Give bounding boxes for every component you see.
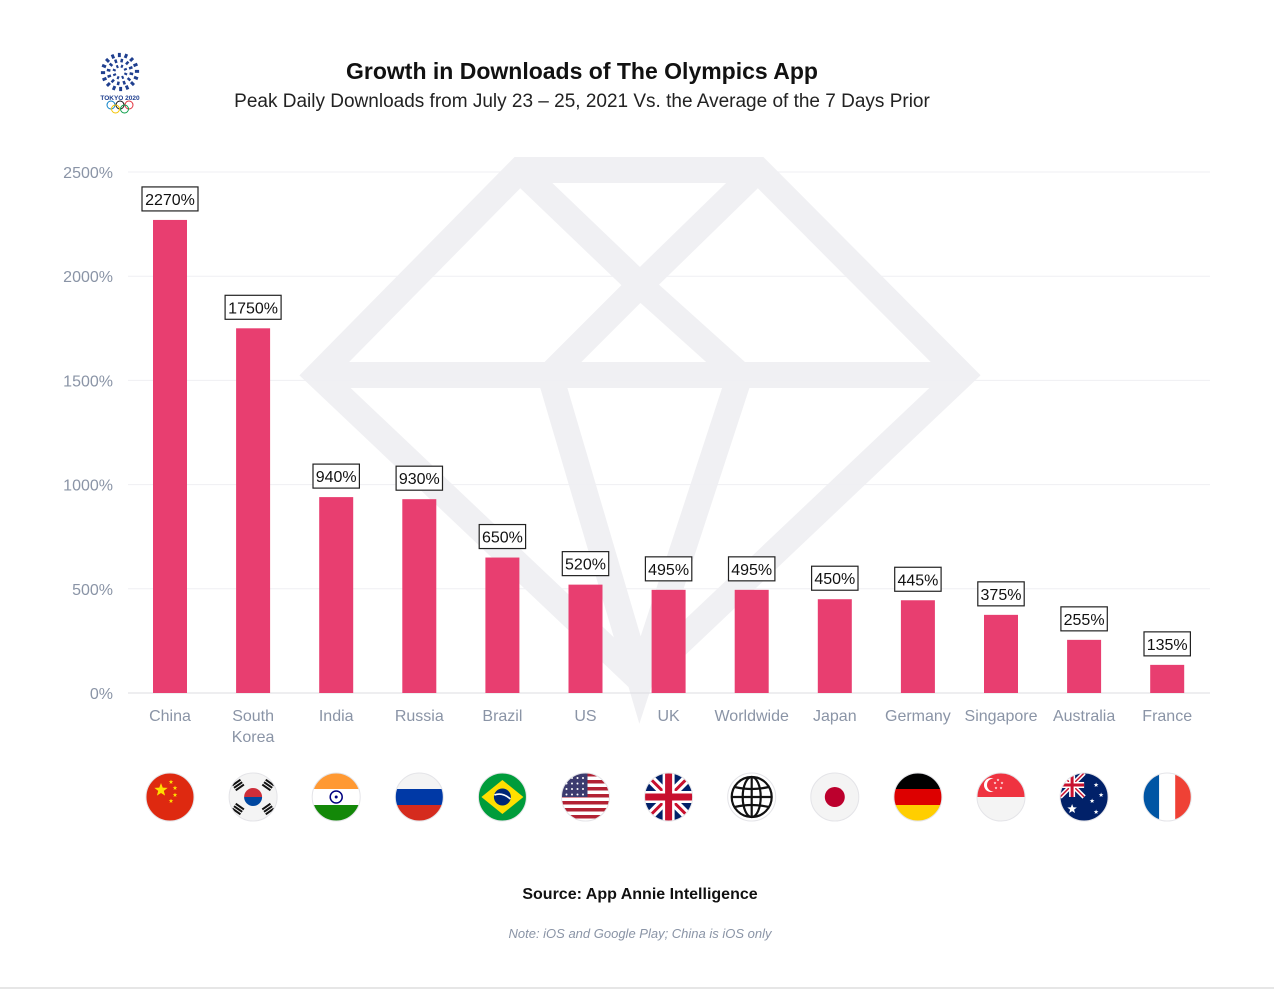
data-label: 135% [1143, 631, 1192, 657]
brazil-flag-icon [477, 772, 527, 822]
data-label: 520% [561, 551, 610, 577]
singapore-flag-icon [976, 772, 1026, 822]
y-tick-label: 2500% [63, 165, 113, 182]
japan-flag-icon [810, 772, 860, 822]
uk-flag-icon [644, 772, 694, 822]
globe-icon [727, 772, 777, 822]
data-label: 375% [977, 581, 1025, 607]
svg-text:930%: 930% [399, 471, 440, 488]
bar [568, 584, 603, 693]
watermark-diamond [299, 157, 981, 724]
bar [153, 219, 187, 693]
y-tick-label: 0% [90, 686, 113, 703]
data-label: 930% [395, 465, 444, 491]
svg-text:1750%: 1750% [228, 300, 278, 317]
data-label: 495% [727, 556, 776, 582]
data-label: 2270% [141, 186, 199, 212]
data-labels: 2270% 1750% 940% 930% 650% 520% 495% 495% 450% 44… [141, 186, 1192, 657]
note-text: Note: iOS and Google Play; China is iOS … [508, 926, 773, 941]
bar [485, 557, 520, 693]
bars [153, 219, 1185, 693]
x-tick-label: India [319, 708, 354, 725]
bottom-rule [0, 987, 1274, 989]
y-tick-label: 2000% [63, 269, 113, 286]
y-tick-label: 1000% [63, 478, 113, 495]
x-tick-label: Australia [1053, 708, 1115, 725]
germany-flag-icon [893, 772, 943, 822]
russia-flag-icon [394, 772, 444, 822]
bar [984, 614, 1018, 693]
tokyo-2020-logo: TOKYO 2020 [100, 52, 140, 114]
data-label: 450% [810, 565, 859, 591]
data-label: 255% [1060, 606, 1108, 632]
bar [900, 600, 935, 693]
data-label: 495% [644, 556, 693, 582]
x-tick-label: Germany [885, 708, 951, 725]
olympic-ring [111, 104, 120, 114]
source-text: Source: App Annie Intelligence [522, 886, 757, 903]
data-label: 1750% [224, 294, 282, 320]
france-flag-icon [1142, 772, 1192, 822]
svg-text:135%: 135% [1147, 637, 1188, 654]
x-tick-label: Russia [395, 708, 444, 725]
bar [1150, 664, 1185, 693]
x-tick-label: Worldwide [714, 708, 789, 725]
x-tick-label: China [149, 708, 191, 725]
olympic-ring [120, 104, 129, 114]
svg-text:375%: 375% [981, 587, 1022, 604]
chart-title: Growth in Downloads of The Olympics App [346, 58, 818, 84]
flags-row [145, 772, 1192, 822]
svg-text:495%: 495% [731, 562, 772, 579]
chart-subtitle: Peak Daily Downloads from July 23 – 25, … [234, 91, 930, 112]
x-tick-label: Brazil [482, 708, 522, 725]
bar [1067, 639, 1102, 693]
y-tick-label: 1500% [63, 373, 113, 390]
svg-text:445%: 445% [897, 572, 938, 589]
x-tick-label: UK [657, 708, 680, 725]
data-label: 445% [894, 566, 942, 592]
x-tick-label: US [574, 708, 596, 725]
australia-flag-icon [1059, 772, 1109, 822]
bar [402, 499, 437, 693]
svg-text:2270%: 2270% [145, 192, 195, 209]
us-flag-icon [561, 772, 610, 822]
china-flag-icon [145, 772, 195, 822]
svg-text:940%: 940% [316, 469, 357, 486]
y-tick-label: 500% [72, 582, 113, 599]
bar [817, 599, 852, 693]
bar [651, 589, 686, 693]
bar [319, 497, 354, 693]
x-tick-label: France [1142, 708, 1192, 725]
south-korea-flag-icon [228, 772, 278, 822]
india-flag-icon [311, 772, 361, 822]
x-axis: China South Korea India Russia Brazil US UK Worl… [149, 708, 1192, 746]
y-axis: 0% 500% 1000% 1500% 2000% 2500% [63, 165, 113, 703]
x-tick-label: Japan [813, 708, 857, 725]
data-label: 940% [312, 463, 361, 489]
data-label: 650% [478, 523, 527, 550]
svg-text:450%: 450% [814, 571, 855, 588]
bar [734, 589, 769, 693]
x-tick-label: South Korea [232, 708, 275, 746]
gridlines [128, 171, 1210, 694]
svg-text:255%: 255% [1064, 612, 1105, 629]
x-tick-label: Singapore [965, 708, 1038, 725]
bar [236, 328, 271, 693]
svg-text:520%: 520% [565, 557, 606, 574]
svg-text:495%: 495% [648, 562, 689, 579]
logo-text: TOKYO 2020 [100, 95, 140, 102]
svg-text:650%: 650% [482, 530, 523, 547]
